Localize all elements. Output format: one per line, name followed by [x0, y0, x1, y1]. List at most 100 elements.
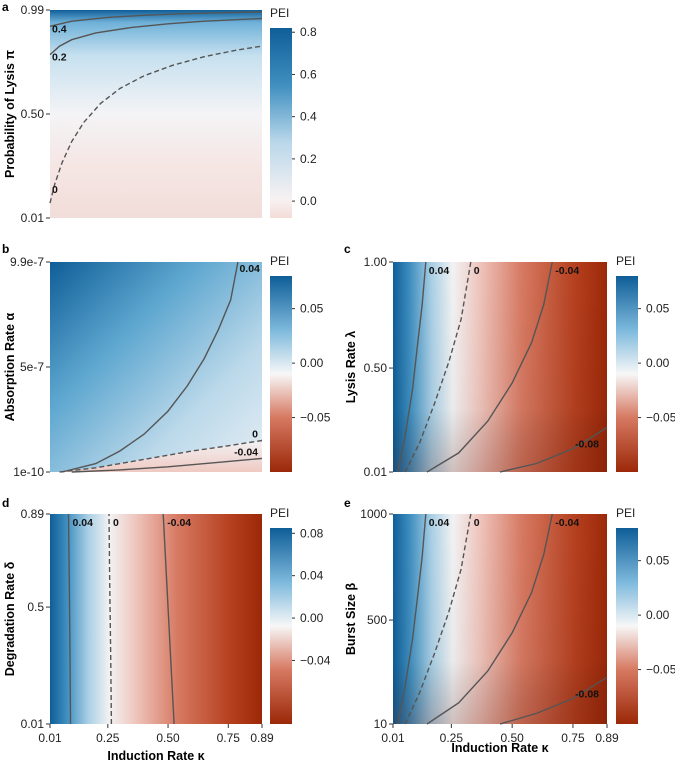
- legend-tick-label-a-3: 0.2: [300, 152, 317, 166]
- panel-c: 0.04 0 -0.04 -0.08 c Lysis Rate λ 1.00 0.50 0…: [344, 242, 675, 479]
- x-tick-label-e-3: 0.75: [561, 731, 585, 745]
- contour-label-d-1: 0: [113, 517, 119, 529]
- panel-label-b: b: [2, 242, 9, 256]
- y-tick-label-d-0: 0.89: [21, 507, 45, 521]
- legend-tick-label-e-0: 0.05: [646, 554, 670, 568]
- legend-tick-label-a-2: 0.4: [300, 110, 317, 124]
- y-axis-label-a: Probability of Lysis π: [3, 50, 17, 178]
- y-axis-label-c: Lysis Rate λ: [344, 331, 358, 404]
- x-tick-label-d-2: 0.50: [156, 731, 180, 745]
- legend-tick-label-c-0: 0.05: [646, 302, 670, 316]
- x-tick-label-d-3: 0.75: [217, 731, 241, 745]
- y-tick-label-c-0: 1.00: [364, 255, 388, 269]
- contour-label-e-1: 0: [474, 517, 480, 529]
- legend-tick-label-b-2: −0.05: [300, 411, 331, 425]
- heatmap-area-b: [50, 262, 262, 472]
- panel-a: 0.4 0.2 0 a Probability of Lysis π 0.99 0.5…: [2, 0, 317, 225]
- contour-label-b-2: -0.04: [234, 446, 258, 458]
- heatmap-shade-e: [393, 514, 607, 724]
- contour-label-e-2: -0.04: [555, 517, 579, 529]
- heatmap-shade-c: [393, 262, 607, 472]
- contours-d: 0.04 0 -0.04: [67, 513, 191, 725]
- legend-e: PEI 0.05 0.00 −0.05: [616, 506, 675, 724]
- legend-colorbar-d: [270, 528, 292, 724]
- legend-tick-label-c-1: 0.00: [646, 356, 670, 370]
- contour-line-e-3: [499, 676, 608, 725]
- y-tick-label-e-2: 10: [374, 717, 388, 731]
- contours-b: 0.04 0 -0.04: [59, 261, 263, 473]
- legend-title-e: PEI: [616, 506, 635, 520]
- contour-line-e-1: [404, 513, 472, 725]
- y-tick-label-b-1: 5e-7: [20, 360, 44, 374]
- x-ticks-e: 0.01 0.25 0.50 0.75 0.89: [381, 724, 619, 745]
- y-tick-label-a-0: 0.99: [21, 3, 45, 17]
- heatmap-lower-region-b: [50, 440, 262, 472]
- x-tick-label-e-1: 0.25: [440, 731, 464, 745]
- legend-title-a: PEI: [270, 6, 289, 20]
- y-tick-label-b-2: 1e-10: [13, 465, 44, 479]
- legend-tick-label-a-0: 0.8: [300, 25, 317, 39]
- x-tick-label-e-2: 0.50: [500, 731, 524, 745]
- y-axis-label-d: Degradation Rate δ: [3, 561, 17, 676]
- contour-line-e-2: [426, 513, 553, 725]
- legend-tick-label-b-0: 0.05: [300, 302, 324, 316]
- y-tick-label-c-1: 0.50: [364, 361, 388, 375]
- contour-label-c-3: -0.08: [575, 439, 599, 451]
- legend-tick-label-d-3: −0.04: [300, 653, 331, 667]
- contour-line-c-2: [426, 261, 553, 473]
- legend-colorbar-a: [270, 28, 292, 218]
- y-ticks-b: 9.9e-7 5e-7 1e-10: [10, 255, 50, 479]
- legend-tick-label-b-1: 0.00: [300, 356, 324, 370]
- y-axis-label-e: Burst Size β: [344, 583, 358, 656]
- y-axis-label-b: Absorption Rate α: [3, 312, 17, 421]
- legend-tick-label-d-0: 0.08: [300, 526, 324, 540]
- legend-d: PEI 0.08 0.04 0.00 −0.04: [270, 506, 331, 724]
- contour-line-d-1: [108, 513, 113, 725]
- contour-line-b-1: [59, 439, 263, 473]
- panel-label-e: e: [344, 496, 351, 510]
- legend-tick-label-d-1: 0.04: [300, 569, 324, 583]
- contour-line-d-2: [162, 513, 175, 725]
- contour-label-e-0: 0.04: [429, 517, 450, 529]
- contour-line-b-0: [61, 261, 239, 473]
- contour-line-b-2: [71, 457, 263, 473]
- y-tick-label-e-1: 500: [367, 613, 387, 627]
- legend-tick-label-d-2: 0.00: [300, 611, 324, 625]
- contour-line-e-0: [397, 513, 427, 725]
- y-tick-label-a-2: 0.01: [21, 211, 45, 225]
- x-ticks-d: 0.01 0.25 0.50 0.75 0.89: [38, 724, 274, 745]
- legend-c: PEI 0.05 0.00 −0.05: [616, 254, 675, 472]
- contour-label-b-1: 0: [252, 429, 258, 441]
- contour-label-c-1: 0: [474, 265, 480, 277]
- y-tick-label-d-2: 0.01: [21, 717, 45, 731]
- legend-tick-label-a-1: 0.6: [300, 67, 317, 81]
- x-tick-label-d-1: 0.25: [96, 731, 120, 745]
- legend-tick-label-e-2: −0.05: [646, 663, 675, 677]
- y-ticks-c: 1.00 0.50 0.01: [364, 255, 393, 479]
- x-tick-label-e-4: 0.89: [595, 731, 619, 745]
- legend-b: PEI 0.05 0.00 −0.05: [270, 254, 331, 472]
- contour-line-d-0: [67, 513, 72, 725]
- contour-line-c-0: [397, 261, 427, 473]
- contour-label-a-2: 0: [52, 184, 58, 196]
- y-tick-label-a-1: 0.50: [21, 107, 45, 121]
- legend-title-c: PEI: [616, 254, 635, 268]
- panel-label-d: d: [2, 496, 9, 510]
- contour-line-c-1: [404, 261, 472, 473]
- panel-label-c: c: [344, 242, 351, 256]
- contour-line-c-3: [499, 426, 608, 473]
- y-tick-label-c-2: 0.01: [364, 465, 388, 479]
- panel-d: 0.04 0 -0.04 d Degradation Rate δ Inductio…: [2, 496, 331, 763]
- contour-label-c-2: -0.04: [555, 265, 579, 277]
- heatmap-area-d: [50, 514, 262, 724]
- x-tick-label-e-0: 0.01: [381, 731, 405, 745]
- contours-e: 0.04 0 -0.04 -0.08: [397, 513, 608, 725]
- x-axis-label-e: Induction Rate κ: [451, 741, 548, 755]
- legend-colorbar-b: [270, 276, 292, 472]
- x-tick-label-d-4: 0.89: [250, 731, 274, 745]
- panel-e: 0.04 0 -0.04 -0.08 e Burst Size β Induction…: [344, 496, 675, 755]
- contour-label-a-1: 0.2: [52, 52, 67, 64]
- y-ticks-a: 0.99 0.50 0.01: [21, 3, 50, 225]
- contour-label-a-0: 0.4: [52, 23, 67, 35]
